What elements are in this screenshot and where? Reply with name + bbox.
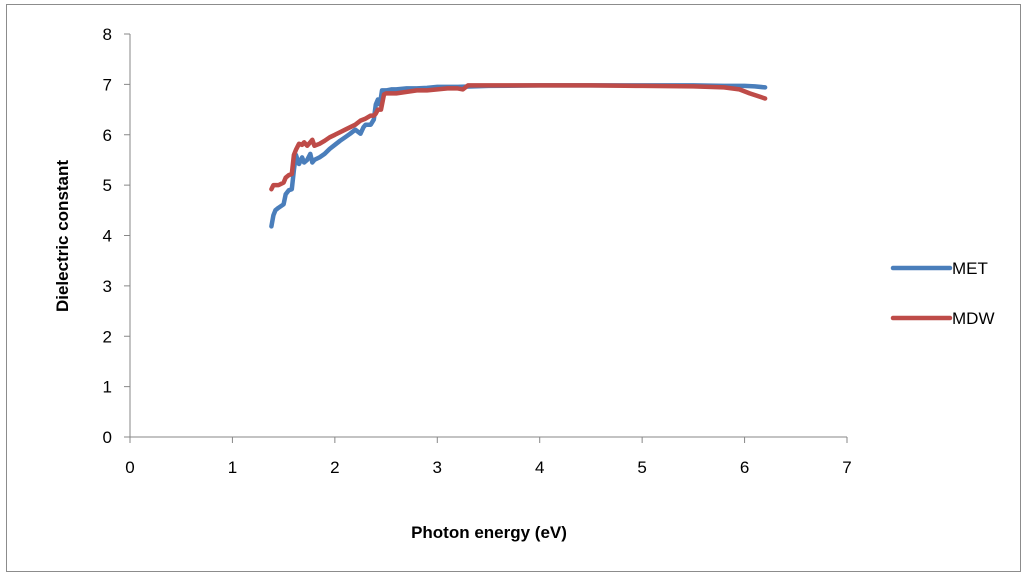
x-tick-label: 0 [125, 458, 134, 477]
legend-label-mdw: MDW [952, 309, 994, 328]
tick-labels: 0 1 2 3 4 5 6 7 8 0 1 2 3 4 5 6 7 [103, 25, 852, 477]
y-tick-label: 8 [103, 25, 112, 44]
y-tick-label: 5 [103, 176, 112, 195]
series-line-met [269, 83, 768, 229]
y-tick-label: 4 [103, 227, 112, 246]
x-tick-label: 2 [330, 458, 339, 477]
y-tick-label: 7 [103, 75, 112, 94]
y-tick-label: 2 [103, 327, 112, 346]
x-tick-label: 1 [228, 458, 237, 477]
y-tick-label: 0 [103, 428, 112, 447]
series-lines [269, 83, 768, 229]
x-tick-label: 5 [637, 458, 646, 477]
axes [124, 33, 848, 443]
y-tick-label: 1 [103, 378, 112, 397]
x-axis-title: Photon energy (eV) [411, 523, 567, 542]
x-tick-label: 7 [842, 458, 851, 477]
series-line-mdw [269, 83, 768, 192]
chart-frame [6, 4, 1021, 572]
y-tick-label: 3 [103, 277, 112, 296]
x-tick-label: 6 [740, 458, 749, 477]
legend: MET MDW [890, 259, 994, 328]
x-tick-label: 3 [433, 458, 442, 477]
y-axis-title: Dielectric constant [53, 160, 72, 312]
legend-label-met: MET [952, 259, 988, 278]
y-tick-label: 6 [103, 126, 112, 145]
x-tick-label: 4 [535, 458, 544, 477]
